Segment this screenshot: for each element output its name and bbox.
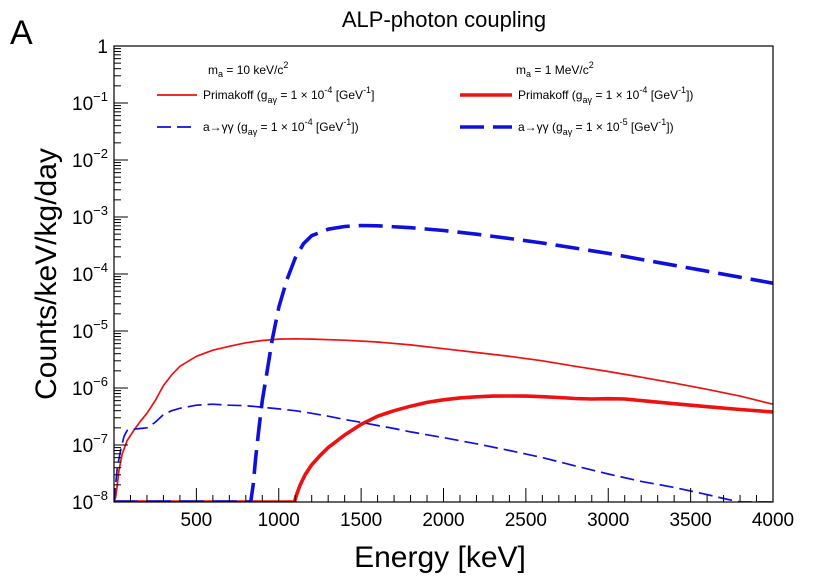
series-line-0 (114, 337, 773, 502)
x-tick-label: 3000 (587, 510, 629, 531)
series-line-3 (114, 223, 773, 502)
legend-header: ma = 1 MeV/c2 (516, 60, 594, 79)
y-tick-label: 10−4 (72, 260, 108, 286)
series-line-2 (114, 403, 773, 502)
x-axis-label: Energy [keV] (354, 541, 526, 574)
chart-title: ALP-photon coupling (342, 7, 546, 32)
legend-label: a→γγ (gaγ = 1 × 10-4 [GeV-1]) (203, 117, 359, 137)
y-tick-label: 10−7 (72, 431, 108, 457)
y-tick-label: 10−2 (72, 146, 108, 172)
y-tick-label: 10−3 (72, 203, 108, 229)
series-line-1 (114, 394, 773, 502)
y-axis-label: Counts/keV/kg/day (30, 148, 63, 400)
legend-label: Primakoff (gaγ = 1 × 10-4 [GeV-1]) (518, 85, 693, 105)
x-tick-label: 2500 (505, 510, 547, 531)
x-tick-label: 2000 (422, 510, 464, 531)
y-tick-label: 10−8 (72, 488, 108, 514)
x-tick-label: 4000 (752, 510, 794, 531)
x-tick-label: 1500 (340, 510, 382, 531)
plot-area: 500 1000 1500 2000 2500 3000 3500 4000 1 10−1 10−2… (72, 37, 794, 531)
y-tick-label: 10−1 (72, 89, 108, 115)
panel-label: A (10, 14, 33, 52)
y-tick-label: 10−5 (72, 317, 108, 343)
x-tick-label: 1000 (258, 510, 300, 531)
x-tick-label: 3500 (669, 510, 711, 531)
series-group (114, 223, 773, 502)
legend-label: a→γγ (gaγ = 1 × 10-5 [GeV-1]) (518, 117, 674, 137)
y-tick-label: 1 (97, 37, 108, 58)
legend-label: Primakoff (gaγ = 1 × 10-4 [GeV-1] (203, 85, 374, 105)
y-tick-label: 10−6 (72, 374, 108, 400)
legend-header: ma = 10 keV/c2 (208, 60, 288, 79)
plot-frame (113, 45, 774, 503)
x-tick-label: 500 (181, 510, 213, 531)
